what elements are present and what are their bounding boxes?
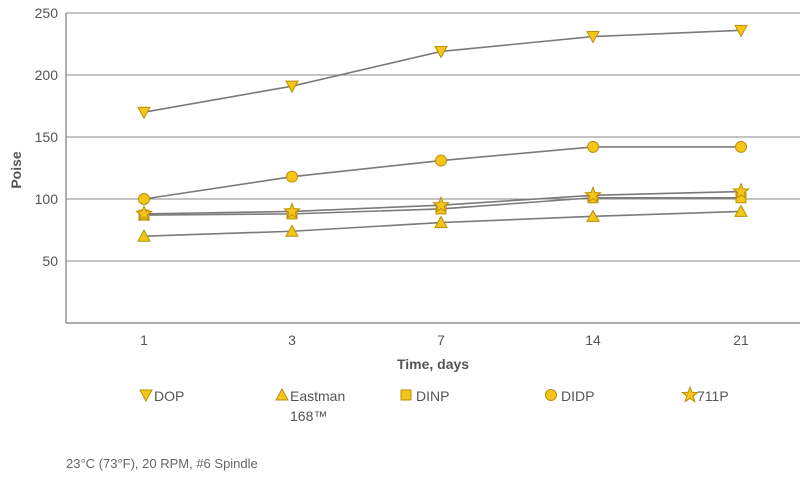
legend-symbol (545, 389, 557, 401)
data-point-didp (735, 140, 747, 153)
legend-item-dop: DOP (139, 388, 184, 404)
y-tick-labels: 50 100 150 200 250 (35, 5, 59, 269)
series-line-dop (143, 29, 742, 113)
y-axis-title: Poise (8, 151, 24, 189)
y-tick-label: 250 (35, 5, 59, 21)
y-tick-label: 200 (35, 67, 59, 83)
legend-item-didp: DIDP (545, 388, 594, 404)
data-point-dop (137, 106, 151, 120)
y-tick-label: 50 (42, 253, 58, 269)
y-tick-label: 100 (35, 191, 59, 207)
series-711p (135, 182, 750, 222)
legend-label-eastman-line1: Eastman (290, 388, 345, 404)
data-point-dop (586, 31, 600, 44)
legend-symbol (275, 387, 289, 401)
series-group (135, 24, 750, 242)
legend-label-dop: DOP (154, 388, 184, 404)
x-axis-title: Time, days (397, 356, 469, 372)
legend-label-didp: DIDP (561, 388, 594, 404)
data-point-eastman-168 (434, 215, 448, 229)
grid-lines (66, 12, 800, 262)
data-point-711p (283, 201, 301, 220)
legend-symbol (681, 385, 699, 403)
x-tick-label: 1 (140, 332, 148, 348)
legend-item-711p: 711P (681, 385, 729, 404)
legend-symbol (139, 389, 153, 403)
data-point-711p (432, 195, 450, 213)
data-point-711p (584, 185, 602, 203)
legend-symbol (400, 389, 412, 401)
footnote: 23°C (73°F), 20 RPM, #6 Spindle (66, 456, 258, 471)
x-tick-labels: 1 3 7 14 21 (140, 332, 749, 348)
legend-marker-square-icon (400, 389, 412, 401)
series-dop (137, 24, 748, 120)
series-eastman-168 (137, 204, 748, 242)
data-point-711p (135, 204, 153, 222)
data-point-dop (285, 80, 299, 94)
data-point-didp (138, 193, 150, 205)
legend: DOP Eastman 168™ DINP DIDP 711P (139, 385, 729, 424)
data-point-didp (587, 140, 599, 153)
data-point-711p (732, 182, 750, 200)
data-point-didp (286, 170, 298, 183)
legend-label-dinp: DINP (416, 388, 449, 404)
data-point-didp (435, 154, 447, 167)
legend-marker-triangle-up-icon (275, 387, 289, 401)
data-point-eastman-168 (586, 209, 600, 222)
data-point-dop (734, 24, 748, 38)
legend-marker-star-icon (681, 385, 699, 403)
x-tick-label: 14 (585, 332, 601, 348)
legend-item-dinp: DINP (400, 388, 449, 404)
x-tick-label: 7 (437, 332, 445, 348)
data-point-eastman-168 (137, 229, 151, 242)
data-point-dop (434, 45, 448, 59)
data-point-eastman-168 (734, 204, 748, 217)
legend-item-eastman-168: Eastman 168™ (275, 387, 345, 424)
legend-label-eastman-line2: 168™ (290, 408, 327, 424)
legend-marker-triangle-down-icon (139, 389, 153, 403)
x-tick-label: 3 (288, 332, 296, 348)
y-tick-label: 150 (35, 129, 59, 145)
series-line-didp (143, 146, 741, 200)
axes (65, 13, 800, 324)
series-didp (138, 140, 747, 205)
legend-label-711p: 711P (697, 388, 729, 404)
legend-marker-circle-icon (545, 389, 557, 401)
x-tick-label: 21 (733, 332, 749, 348)
data-point-eastman-168 (285, 224, 299, 237)
